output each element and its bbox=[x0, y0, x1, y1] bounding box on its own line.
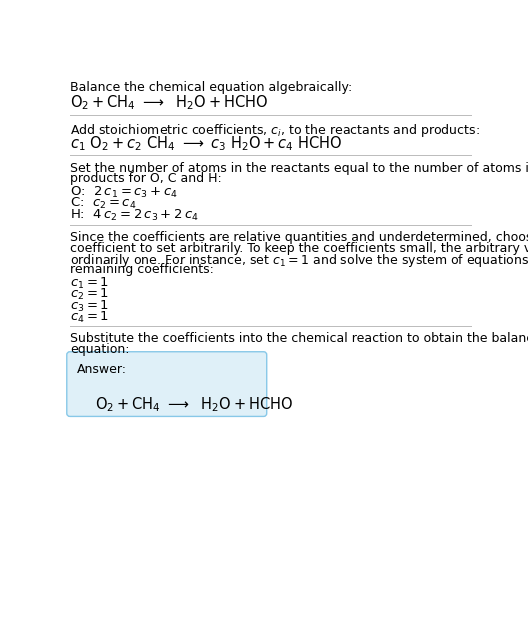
Text: remaining coefficients:: remaining coefficients: bbox=[70, 263, 214, 276]
Text: Balance the chemical equation algebraically:: Balance the chemical equation algebraica… bbox=[70, 82, 352, 94]
Text: $c_1\ \mathrm{O_2} + c_2\ \mathrm{CH_4}\ {\longrightarrow}\ c_3\ \mathrm{H_2O} +: $c_1\ \mathrm{O_2} + c_2\ \mathrm{CH_4}\… bbox=[70, 134, 343, 153]
Text: $\mathrm{O_2 + CH_4 \ {\longrightarrow}\ \ H_2O + HCHO}$: $\mathrm{O_2 + CH_4 \ {\longrightarrow}\… bbox=[70, 94, 268, 112]
Text: products for O, C and H:: products for O, C and H: bbox=[70, 172, 222, 185]
Text: Since the coefficients are relative quantities and underdetermined, choose a: Since the coefficients are relative quan… bbox=[70, 231, 528, 244]
Text: C:  $c_2 = c_4$: C: $c_2 = c_4$ bbox=[70, 196, 136, 211]
Text: coefficient to set arbitrarily. To keep the coefficients small, the arbitrary va: coefficient to set arbitrarily. To keep … bbox=[70, 242, 528, 255]
Text: O:  $2\,c_1 = c_3 + c_4$: O: $2\,c_1 = c_3 + c_4$ bbox=[70, 184, 178, 200]
Text: Set the number of atoms in the reactants equal to the number of atoms in the: Set the number of atoms in the reactants… bbox=[70, 162, 528, 174]
Text: Add stoichiometric coefficients, $c_i$, to the reactants and products:: Add stoichiometric coefficients, $c_i$, … bbox=[70, 122, 480, 138]
Text: equation:: equation: bbox=[70, 342, 129, 356]
Text: $c_4 = 1$: $c_4 = 1$ bbox=[70, 310, 109, 325]
Text: $\mathrm{O_2 + CH_4 \ {\longrightarrow}\ \ H_2O + HCHO}$: $\mathrm{O_2 + CH_4 \ {\longrightarrow}\… bbox=[95, 395, 293, 413]
FancyBboxPatch shape bbox=[67, 352, 267, 417]
Text: $c_2 = 1$: $c_2 = 1$ bbox=[70, 287, 109, 302]
Text: H:  $4\,c_2 = 2\,c_3 + 2\,c_4$: H: $4\,c_2 = 2\,c_3 + 2\,c_4$ bbox=[70, 208, 199, 223]
Text: ordinarily one. For instance, set $c_1 = 1$ and solve the system of equations fo: ordinarily one. For instance, set $c_1 =… bbox=[70, 252, 528, 269]
Text: Substitute the coefficients into the chemical reaction to obtain the balanced: Substitute the coefficients into the che… bbox=[70, 332, 528, 345]
Text: Answer:: Answer: bbox=[77, 363, 127, 375]
Text: $c_3 = 1$: $c_3 = 1$ bbox=[70, 299, 109, 314]
Text: $c_1 = 1$: $c_1 = 1$ bbox=[70, 276, 109, 290]
